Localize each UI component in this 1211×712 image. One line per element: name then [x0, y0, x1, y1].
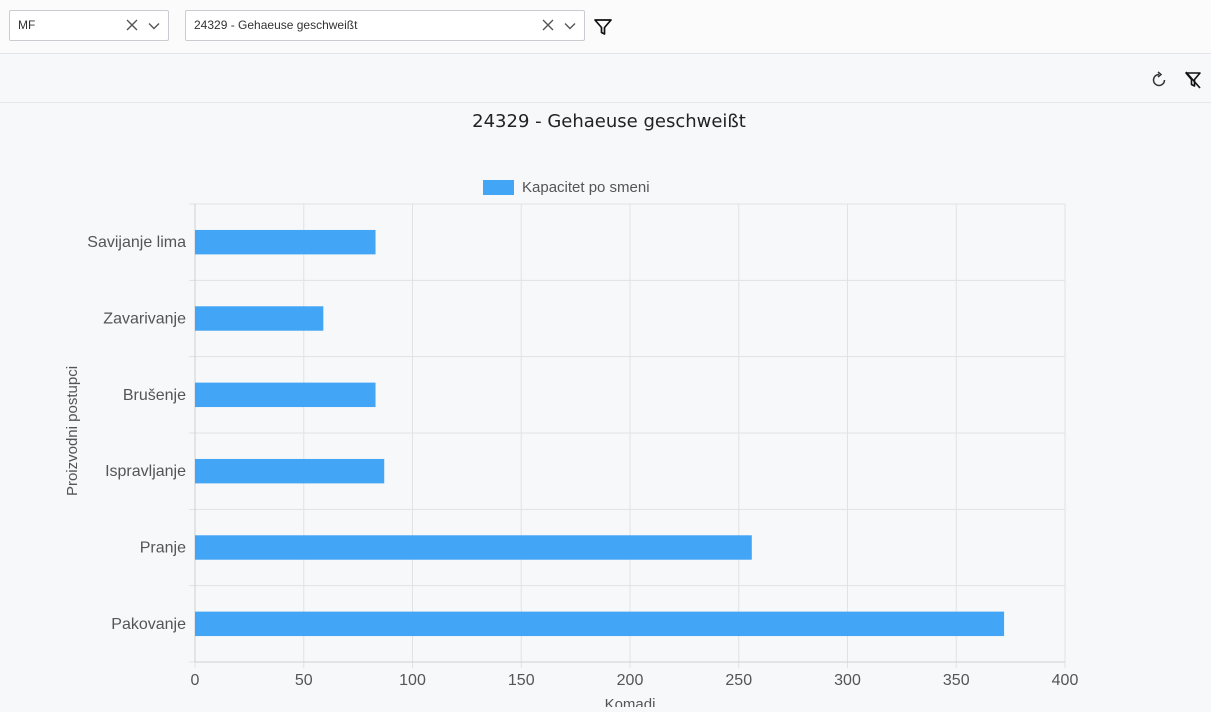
bar[interactable]	[195, 229, 376, 255]
x-tick-label: 200	[617, 672, 644, 689]
x-tick-label: 250	[725, 672, 752, 689]
filter-icon[interactable]	[593, 17, 613, 37]
y-axis-labels: Savijanje lima Zavarivanje Brušenje Ispravl…	[87, 234, 186, 633]
x-tick-label: 0	[191, 672, 200, 689]
legend-swatch[interactable]	[483, 180, 514, 195]
x-axis-labels: 0 50 100 150 200 250 300 350 400	[191, 672, 1079, 689]
x-tick-label: 50	[295, 672, 313, 689]
x-axis-title: Komadi	[605, 696, 656, 707]
y-tick-label: Savijanje lima	[87, 234, 186, 251]
x-tick-label: 100	[399, 672, 426, 689]
bar-chart: 24329 - Gehaeuse geschweißt Kapacitet po…	[64, 111, 1079, 712]
x-tick-label: 300	[834, 672, 861, 689]
plant-select-value: MF	[18, 18, 36, 32]
grid	[189, 203, 1066, 668]
bar[interactable]	[195, 535, 752, 560]
filter-bar: MF 24329 - Gehaeuse geschweißt	[0, 0, 1211, 54]
plant-select[interactable]: MF	[9, 10, 169, 41]
chart-toolbar	[0, 55, 1211, 103]
legend-label[interactable]: Kapacitet po smeni	[522, 179, 650, 196]
chevron-down-icon[interactable]	[147, 19, 161, 33]
product-select[interactable]: 24329 - Gehaeuse geschweißt	[185, 10, 585, 41]
y-tick-label: Brušenje	[123, 387, 186, 404]
chevron-down-icon[interactable]	[563, 19, 577, 33]
y-tick-label: Zavarivanje	[103, 311, 186, 328]
bar[interactable]	[195, 458, 385, 484]
chart-area: 24329 - Gehaeuse geschweißt Kapacitet po…	[0, 104, 1211, 712]
close-icon[interactable]	[541, 18, 555, 32]
x-tick-label: 350	[943, 672, 970, 689]
y-tick-label: Ispravljanje	[105, 463, 186, 480]
refresh-icon[interactable]	[1149, 70, 1169, 90]
y-tick-label: Pranje	[140, 540, 186, 557]
y-tick-label: Pakovanje	[111, 616, 186, 633]
product-select-value: 24329 - Gehaeuse geschweißt	[194, 18, 358, 32]
x-tick-label: 400	[1052, 672, 1079, 689]
x-tick-label: 150	[508, 672, 535, 689]
bar[interactable]	[195, 306, 324, 331]
bars	[195, 229, 1005, 637]
bar[interactable]	[195, 611, 1005, 637]
close-icon[interactable]	[125, 18, 139, 32]
filter-off-icon[interactable]	[1183, 70, 1203, 90]
bar[interactable]	[195, 382, 376, 408]
y-axis-title: Proizvodni postupci	[64, 366, 81, 496]
chart-title: 24329 - Gehaeuse geschweißt	[472, 111, 746, 132]
